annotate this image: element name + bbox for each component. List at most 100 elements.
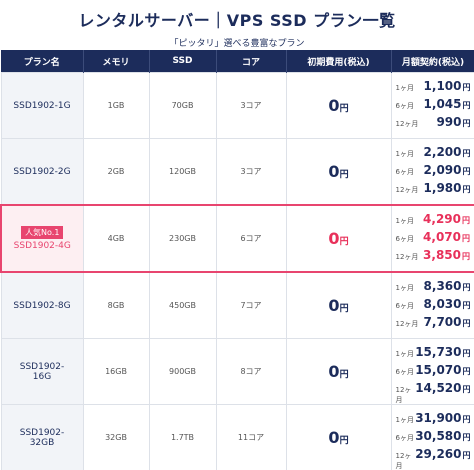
monthly-prices: 1ヶ月 1,100 円 6ヶ月 1,045 円 12ヶ月 990 円 [390, 72, 474, 139]
price-amount: 2,200 [423, 144, 462, 159]
badge: 人気No.1 [21, 226, 64, 239]
initial-fee: 0円 [285, 338, 392, 405]
core: 8コア [215, 338, 287, 405]
plan-row: SSD1902-32GB 32GB 1.7TB 11コア 0円 1ヶ月 31,900 円 6ヶ月… [0, 404, 474, 470]
ssd: 230GB [148, 204, 217, 273]
fee-unit: 円 [339, 170, 349, 180]
price-line: 12ヶ月 14,520 円 [396, 380, 471, 404]
memory: 32GB [82, 404, 150, 470]
column-header: 初期費用(税込) [286, 50, 392, 73]
memory: 8GB [82, 271, 150, 339]
fee-amount: 0 [328, 296, 340, 315]
plan-row: SSD1902-16G 16GB 900GB 8コア 0円 1ヶ月 15,730 円 6ヶ月 15… [0, 338, 474, 405]
price-unit: 円 [462, 318, 471, 328]
price-unit: 円 [462, 348, 471, 358]
price-line: 1ヶ月 2,200 円 [396, 145, 471, 163]
term: 1ヶ月 [395, 349, 414, 358]
memory: 2GB [82, 138, 150, 206]
price-amount: 7,700 [423, 314, 462, 329]
core: 6コア [215, 204, 287, 273]
ssd: 900GB [148, 338, 217, 405]
term: 12ヶ月 [395, 119, 419, 128]
memory: 16GB [82, 338, 150, 405]
plan-name: SSD1902-4G [13, 241, 71, 251]
price-amount: 31,900 [415, 410, 462, 425]
fee-unit: 円 [339, 370, 349, 380]
price-unit: 円 [462, 148, 471, 158]
term: 6ヶ月 [395, 167, 414, 176]
price-amount: 8,360 [423, 278, 462, 293]
header-row: プラン名 メモリ SSD コア 初期費用(税込) 月額契約(税込) [1, 50, 474, 73]
price-unit: 円 [462, 166, 471, 176]
subtitle: 「ピッタリ」選べる豊富なプラン [169, 39, 305, 49]
fee-amount: 0 [328, 229, 340, 248]
plan-name: SSD1902-2G [13, 166, 71, 177]
fee-unit: 円 [339, 104, 349, 114]
column-header: メモリ [83, 50, 150, 73]
core: 7コア [215, 271, 287, 339]
term: 6ヶ月 [395, 433, 414, 442]
plan-table: プラン名 メモリ SSD コア 初期費用(税込) 月額契約(税込) SSD1902-1G 1… [0, 50, 474, 470]
price-amount: 990 [436, 114, 462, 129]
price-line: 1ヶ月 4,290 円 [396, 212, 471, 230]
price-amount: 15,070 [415, 362, 462, 377]
memory: 1GB [82, 72, 150, 139]
initial-fee: 0円 [285, 204, 392, 273]
price-unit: 円 [462, 100, 471, 110]
core: 3コア [215, 138, 287, 206]
column-header: 月額契約(税込) [391, 50, 474, 73]
price-line: 6ヶ月 15,070 円 [396, 363, 471, 381]
header: レンタルサーバー｜VPS SSD プラン一覧 「ピッタリ」選べる豊富なプラン [0, 0, 474, 50]
price-amount: 2,090 [423, 162, 462, 177]
plan-row: SSD1902-2G 2GB 120GB 3コア 0円 1ヶ月 2,200 円 6ヶ月 2,090… [0, 138, 474, 206]
term: 1ヶ月 [395, 83, 414, 92]
price-amount: 1,980 [423, 180, 462, 195]
core: 11コア [215, 404, 287, 470]
price-unit: 円 [462, 215, 470, 225]
term: 12ヶ月 [395, 319, 419, 328]
price-line: 12ヶ月 29,260 円 [396, 447, 471, 470]
term: 12ヶ月 [395, 385, 412, 404]
price-unit: 円 [462, 233, 470, 243]
fee-amount: 0 [328, 428, 340, 447]
monthly-prices: 1ヶ月 2,200 円 6ヶ月 2,090 円 12ヶ月 1,980 円 [390, 138, 474, 206]
price-amount: 30,580 [415, 428, 462, 443]
core: 3コア [215, 72, 287, 139]
plan-name-cell: SSD1902-1G [0, 72, 84, 139]
fee-amount: 0 [328, 362, 340, 381]
price-line: 6ヶ月 8,030 円 [396, 297, 471, 315]
term: 6ヶ月 [395, 301, 414, 310]
initial-fee: 0円 [285, 271, 392, 339]
price-unit: 円 [462, 366, 471, 376]
price-amount: 4,290 [423, 211, 461, 226]
term: 12ヶ月 [395, 451, 412, 470]
initial-fee: 0円 [285, 72, 392, 139]
price-line: 6ヶ月 1,045 円 [396, 97, 471, 115]
term: 1ヶ月 [395, 149, 414, 158]
price-line: 12ヶ月 990 円 [396, 115, 471, 133]
price-line: 6ヶ月 2,090 円 [396, 163, 471, 181]
price-unit: 円 [462, 432, 471, 442]
term: 12ヶ月 [395, 185, 419, 194]
term: 1ヶ月 [395, 415, 414, 424]
price-amount: 1,100 [423, 78, 462, 93]
price-unit: 円 [462, 282, 471, 292]
plan-name-cell: SSD1902-16G [0, 338, 84, 405]
price-unit: 円 [462, 251, 470, 261]
plan-name-cell: SSD1902-8G [0, 271, 84, 339]
price-amount: 14,520 [415, 380, 462, 395]
price-amount: 1,045 [423, 96, 462, 111]
term: 6ヶ月 [395, 367, 414, 376]
memory: 4GB [82, 204, 150, 273]
plan-name-cell: 人気No.1 SSD1902-4G [0, 204, 84, 273]
ssd: 1.7TB [148, 404, 217, 470]
price-unit: 円 [462, 450, 471, 460]
term: 6ヶ月 [395, 101, 414, 110]
price-amount: 15,730 [415, 344, 462, 359]
ssd: 450GB [148, 271, 217, 339]
column-header: SSD [149, 50, 217, 73]
term: 1ヶ月 [395, 216, 414, 225]
term: 6ヶ月 [395, 234, 414, 243]
ssd: 70GB [148, 72, 217, 139]
